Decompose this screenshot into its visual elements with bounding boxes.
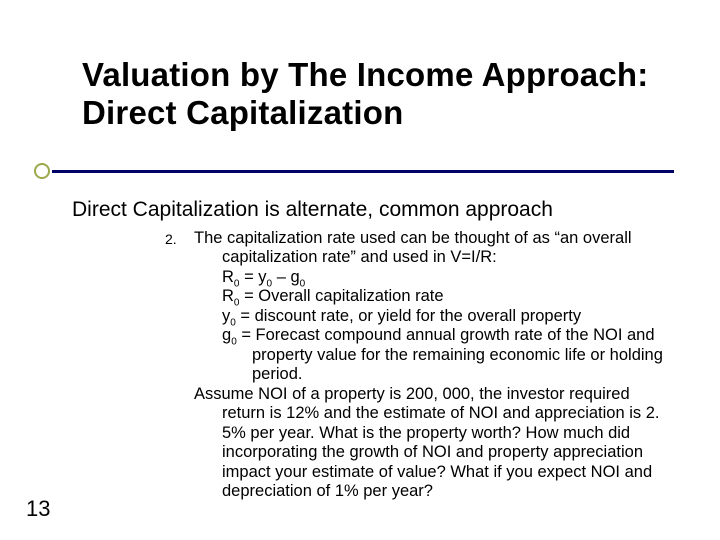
body-lead-1: The capitalization rate used can be thou… (194, 229, 670, 248)
slide: Valuation by The Income Approach: Direct… (0, 0, 720, 540)
eq1-mid: = y (239, 268, 266, 286)
rule-bullet-icon (34, 163, 50, 179)
title-rule (34, 163, 674, 181)
equation-1: R0 = y0 – g0 (194, 268, 670, 287)
eq4-rest: = Forecast compound annual growth rate o… (237, 326, 663, 383)
equation-2: R0 = Overall capitalization rate (194, 287, 670, 306)
eq3-sym: y (222, 307, 230, 325)
eq2-sym: R (222, 287, 234, 305)
eq3-rest: = discount rate, or yield for the overal… (236, 307, 581, 325)
slide-subtitle: Direct Capitalization is alternate, comm… (72, 198, 672, 222)
rule-bar (52, 170, 674, 173)
list-number: 2. (165, 231, 177, 247)
eq4-sym: g (222, 326, 231, 344)
body-lead-2: capitalization rate” and used in V=I/R: (194, 248, 670, 267)
slide-title: Valuation by The Income Approach: Direct… (82, 56, 672, 132)
eq1-mid2: – g (272, 268, 300, 286)
assume-paragraph: Assume NOI of a property is 200, 000, th… (194, 385, 670, 502)
equation-4: g0 = Forecast compound annual growth rat… (194, 326, 670, 384)
eq2-rest: = Overall capitalization rate (239, 287, 443, 305)
equation-3: y0 = discount rate, or yield for the ove… (194, 307, 670, 326)
eq1-sym: R (222, 268, 234, 286)
body-text: The capitalization rate used can be thou… (194, 229, 670, 502)
page-number: 13 (26, 496, 50, 522)
